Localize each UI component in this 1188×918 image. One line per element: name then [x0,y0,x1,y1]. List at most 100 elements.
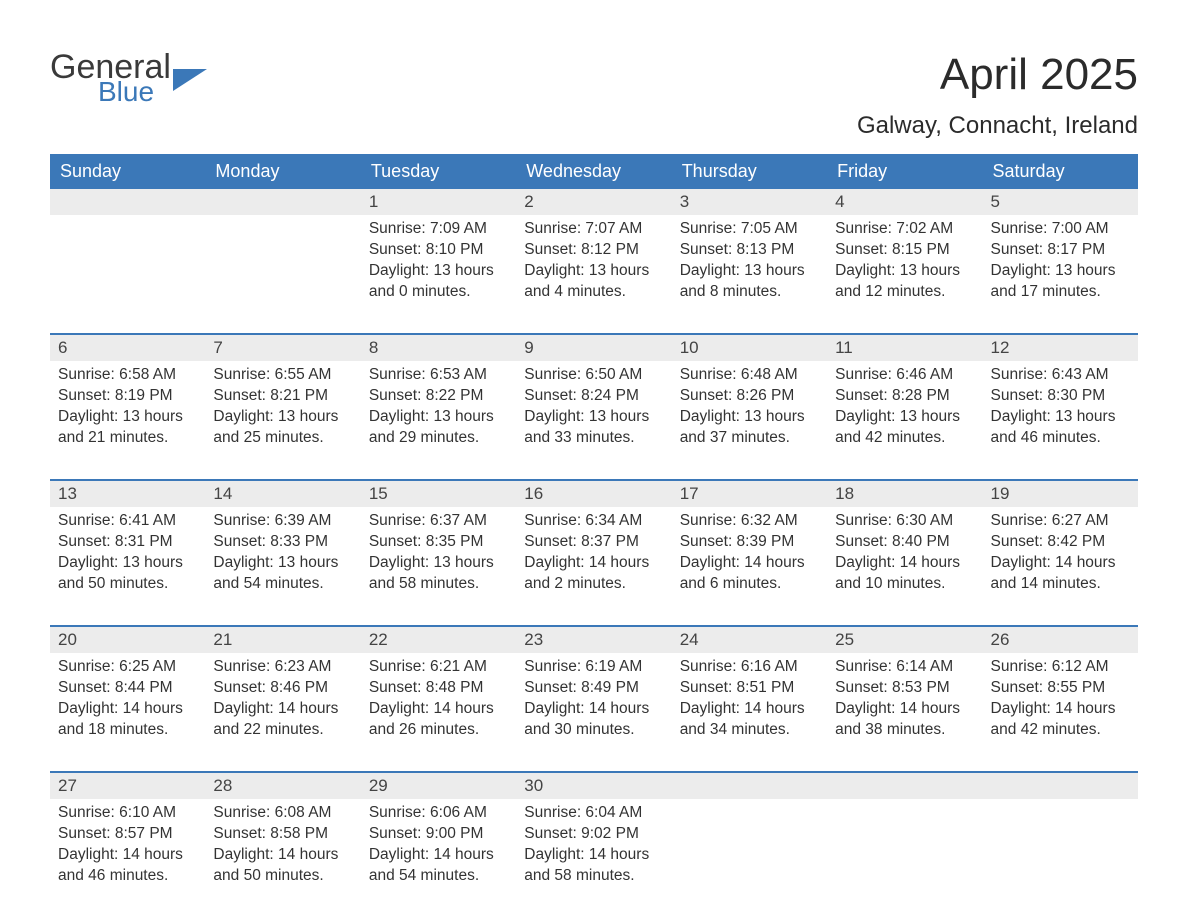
day-body: Sunrise: 6:19 AMSunset: 8:49 PMDaylight:… [516,653,671,741]
sunset-text: Sunset: 8:44 PM [58,678,197,699]
sunset-text: Sunset: 8:26 PM [680,386,819,407]
daylight-text: and 12 minutes. [835,282,974,303]
sunset-text: Sunset: 8:35 PM [369,532,508,553]
sunset-text: Sunset: 8:30 PM [991,386,1130,407]
day-number: 21 [205,627,360,653]
sunset-text: Sunset: 8:49 PM [524,678,663,699]
daylight-text: and 6 minutes. [680,574,819,595]
sunrise-text: Sunrise: 6:21 AM [369,657,508,678]
daylight-text: and 17 minutes. [991,282,1130,303]
daylight-text: and 10 minutes. [835,574,974,595]
daylight-text: and 29 minutes. [369,428,508,449]
day-cell: 26Sunrise: 6:12 AMSunset: 8:55 PMDayligh… [983,627,1138,747]
day-number: 25 [827,627,982,653]
daylight-text: and 54 minutes. [213,574,352,595]
day-number: 19 [983,481,1138,507]
day-number: 10 [672,335,827,361]
weekday-header: Monday [205,154,360,189]
brand-text: General Blue [50,50,171,106]
daylight-text: and 14 minutes. [991,574,1130,595]
daylight-text: Daylight: 14 hours [213,845,352,866]
sunrise-text: Sunrise: 6:37 AM [369,511,508,532]
daylight-text: and 34 minutes. [680,720,819,741]
day-number: 13 [50,481,205,507]
sunrise-text: Sunrise: 6:50 AM [524,365,663,386]
sunset-text: Sunset: 8:37 PM [524,532,663,553]
sunset-text: Sunset: 8:31 PM [58,532,197,553]
daylight-text: Daylight: 13 hours [680,261,819,282]
day-cell: 1Sunrise: 7:09 AMSunset: 8:10 PMDaylight… [361,189,516,309]
day-cell: 28Sunrise: 6:08 AMSunset: 8:58 PMDayligh… [205,773,360,893]
daylight-text: Daylight: 14 hours [680,699,819,720]
daylight-text: and 42 minutes. [991,720,1130,741]
daylight-text: and 58 minutes. [369,574,508,595]
sunset-text: Sunset: 8:39 PM [680,532,819,553]
day-body [827,799,982,803]
sunrise-text: Sunrise: 6:58 AM [58,365,197,386]
weekday-header: Tuesday [361,154,516,189]
sunset-text: Sunset: 8:24 PM [524,386,663,407]
day-cell: 10Sunrise: 6:48 AMSunset: 8:26 PMDayligh… [672,335,827,455]
day-number: 2 [516,189,671,215]
day-cell: 7Sunrise: 6:55 AMSunset: 8:21 PMDaylight… [205,335,360,455]
day-cell: 11Sunrise: 6:46 AMSunset: 8:28 PMDayligh… [827,335,982,455]
sunset-text: Sunset: 8:13 PM [680,240,819,261]
sunrise-text: Sunrise: 6:04 AM [524,803,663,824]
sunrise-text: Sunrise: 6:19 AM [524,657,663,678]
sunset-text: Sunset: 8:12 PM [524,240,663,261]
daylight-text: Daylight: 13 hours [369,261,508,282]
sunrise-text: Sunrise: 6:25 AM [58,657,197,678]
daylight-text: Daylight: 14 hours [835,699,974,720]
day-number: 17 [672,481,827,507]
day-cell [205,189,360,309]
header: General Blue April 2025 Galway, Connacht… [50,50,1138,140]
daylight-text: and 38 minutes. [835,720,974,741]
weekday-header: Friday [827,154,982,189]
daylight-text: and 58 minutes. [524,866,663,887]
day-number: 30 [516,773,671,799]
week-row: 27Sunrise: 6:10 AMSunset: 8:57 PMDayligh… [50,771,1138,893]
day-number [205,189,360,215]
daylight-text: Daylight: 13 hours [524,261,663,282]
sunrise-text: Sunrise: 6:55 AM [213,365,352,386]
day-body: Sunrise: 7:07 AMSunset: 8:12 PMDaylight:… [516,215,671,303]
day-cell: 5Sunrise: 7:00 AMSunset: 8:17 PMDaylight… [983,189,1138,309]
daylight-text: and 46 minutes. [991,428,1130,449]
daylight-text: and 8 minutes. [680,282,819,303]
sunset-text: Sunset: 8:22 PM [369,386,508,407]
sunrise-text: Sunrise: 6:43 AM [991,365,1130,386]
day-cell: 3Sunrise: 7:05 AMSunset: 8:13 PMDaylight… [672,189,827,309]
day-number [672,773,827,799]
sunrise-text: Sunrise: 6:32 AM [680,511,819,532]
daylight-text: Daylight: 13 hours [680,407,819,428]
sunset-text: Sunset: 8:19 PM [58,386,197,407]
week-row: 20Sunrise: 6:25 AMSunset: 8:44 PMDayligh… [50,625,1138,747]
daylight-text: Daylight: 13 hours [835,407,974,428]
day-body: Sunrise: 6:46 AMSunset: 8:28 PMDaylight:… [827,361,982,449]
day-number [827,773,982,799]
daylight-text: and 21 minutes. [58,428,197,449]
day-cell [983,773,1138,893]
daylight-text: Daylight: 14 hours [835,553,974,574]
daylight-text: and 33 minutes. [524,428,663,449]
day-cell: 17 Sunrise: 6:32 AMSunset: 8:39 PMDayligh… [672,481,827,601]
day-number: 3 [672,189,827,215]
daylight-text: Daylight: 13 hours [213,553,352,574]
day-body: Sunrise: 6:08 AMSunset: 8:58 PMDaylight:… [205,799,360,887]
sunset-text: Sunset: 9:00 PM [369,824,508,845]
daylight-text: and 50 minutes. [58,574,197,595]
day-cell: 25Sunrise: 6:14 AMSunset: 8:53 PMDayligh… [827,627,982,747]
day-cell: 6Sunrise: 6:58 AMSunset: 8:19 PMDaylight… [50,335,205,455]
day-number: 22 [361,627,516,653]
day-number: 23 [516,627,671,653]
day-number: 8 [361,335,516,361]
day-body: Sunrise: 6:34 AMSunset: 8:37 PMDaylight:… [516,507,671,595]
day-body: Sunrise: 6:06 AMSunset: 9:00 PMDaylight:… [361,799,516,887]
day-body: Sunrise: 7:05 AMSunset: 8:13 PMDaylight:… [672,215,827,303]
daylight-text: and 54 minutes. [369,866,508,887]
day-cell: 13Sunrise: 6:41 AMSunset: 8:31 PMDayligh… [50,481,205,601]
daylight-text: Daylight: 14 hours [991,553,1130,574]
day-body: Sunrise: 6:53 AMSunset: 8:22 PMDaylight:… [361,361,516,449]
day-number: 5 [983,189,1138,215]
daylight-text: Daylight: 14 hours [680,553,819,574]
